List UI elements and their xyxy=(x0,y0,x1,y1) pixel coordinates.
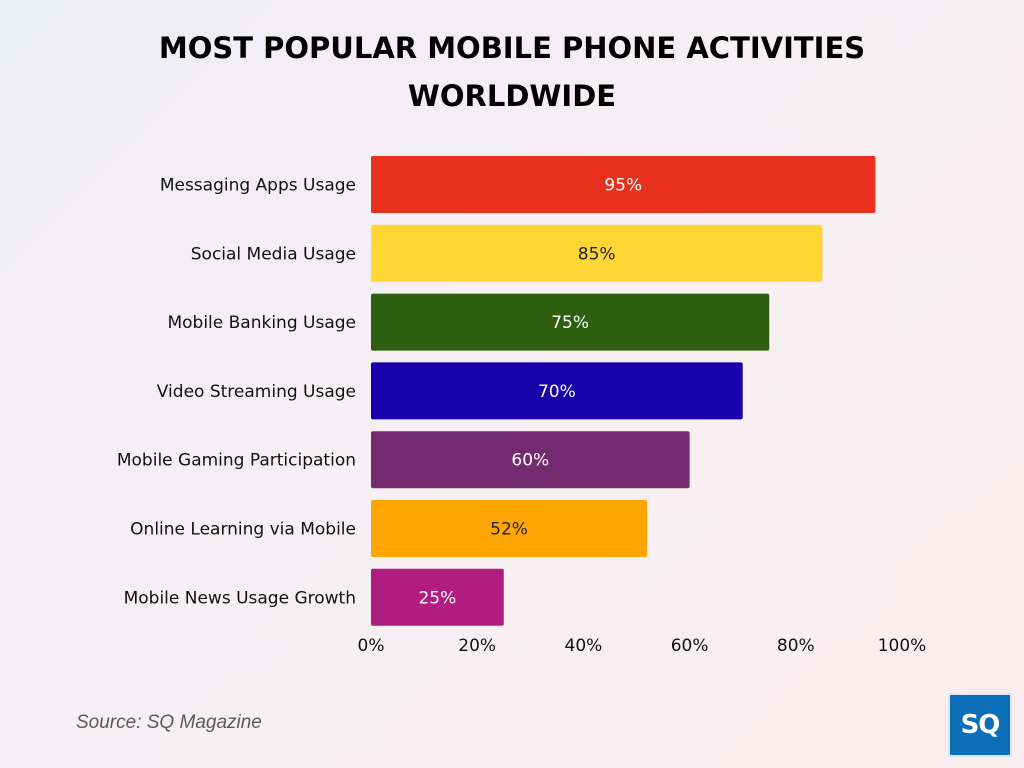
category-label: Mobile News Usage Growth xyxy=(124,588,356,608)
x-tick-label: 0% xyxy=(358,636,385,656)
bar xyxy=(371,362,743,420)
bar xyxy=(371,500,648,557)
data-label: 52% xyxy=(490,520,528,540)
x-tick-label: 20% xyxy=(458,636,496,656)
logo-text: SQ xyxy=(960,710,1001,740)
data-label: 95% xyxy=(604,176,642,196)
category-label: Online Learning via Mobile xyxy=(130,520,356,540)
chart-title-line-1: MOST POPULAR MOBILE PHONE ACTIVITIES xyxy=(158,31,866,65)
bar xyxy=(371,293,770,351)
data-label: 75% xyxy=(551,313,589,333)
chart-title-line-2: WORLDWIDE xyxy=(407,79,617,113)
bar xyxy=(371,156,876,213)
x-tick-label: 40% xyxy=(565,636,603,656)
bar xyxy=(371,431,690,489)
bar-chart: Messaging Apps Usage 95% Social Media Usag… xyxy=(117,156,927,656)
category-label: Mobile Banking Usage xyxy=(167,313,356,333)
sq-logo: SQ xyxy=(948,693,1012,757)
source-note: Source: SQ Magazine xyxy=(76,712,262,733)
category-label: Video Streaming Usage xyxy=(157,382,356,402)
bar xyxy=(371,568,504,626)
data-label: 70% xyxy=(538,382,576,402)
x-tick-label: 100% xyxy=(878,636,927,656)
category-label: Social Media Usage xyxy=(191,244,356,264)
data-label: 85% xyxy=(578,244,616,264)
bar xyxy=(371,224,823,282)
category-label: Mobile Gaming Participation xyxy=(117,451,356,471)
x-tick-label: 60% xyxy=(671,636,709,656)
x-tick-label: 80% xyxy=(777,636,815,656)
data-label: 25% xyxy=(418,588,456,608)
data-label: 60% xyxy=(511,451,549,471)
category-label: Messaging Apps Usage xyxy=(160,176,356,196)
